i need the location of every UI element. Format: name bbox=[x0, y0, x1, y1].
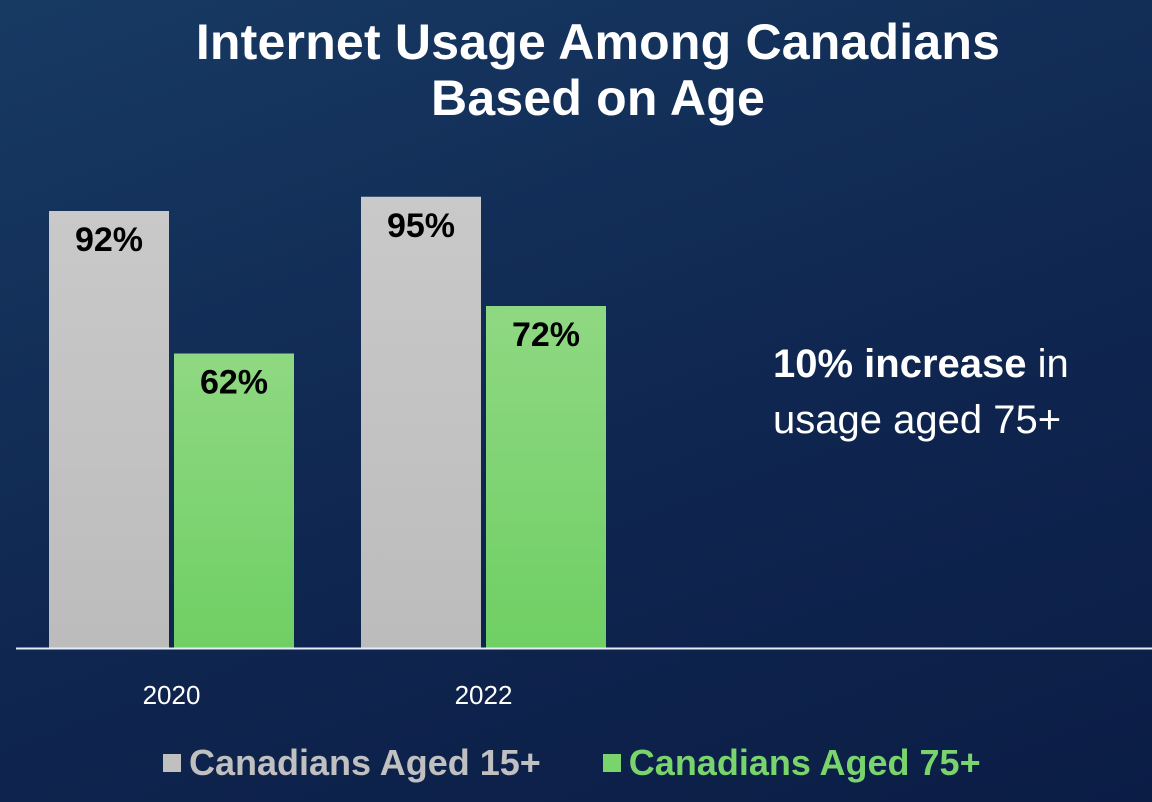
annotation-line-2: usage aged 75+ bbox=[773, 398, 1062, 442]
bar-aged-75-2022 bbox=[486, 306, 606, 648]
chart-title: Internet Usage Among Canadians Based on … bbox=[0, 14, 1152, 126]
annotation-text: 10% increase in usage aged 75+ bbox=[773, 336, 1069, 448]
bar-aged-75-2020 bbox=[174, 353, 294, 648]
bar-aged-15-2022 bbox=[361, 196, 481, 648]
data-label-aged-15-2020: 92% bbox=[75, 221, 143, 259]
legend: Canadians Aged 15+ Canadians Aged 75+ bbox=[163, 738, 981, 788]
legend-item-series-2: Canadians Aged 75+ bbox=[602, 742, 981, 784]
data-label-aged-15-2022: 95% bbox=[387, 207, 455, 245]
data-label-aged-75-2020: 62% bbox=[200, 364, 268, 402]
data-label-aged-75-2022: 72% bbox=[512, 316, 580, 354]
annotation-bold: 10% increase bbox=[773, 342, 1027, 386]
bar-aged-15-2020 bbox=[49, 211, 169, 648]
legend-label-series-1: Canadians Aged 15+ bbox=[189, 742, 541, 783]
legend-item-series-1: Canadians Aged 15+ bbox=[163, 742, 541, 784]
x-tick-label-2020: 2020 bbox=[143, 680, 201, 710]
legend-label-series-2: Canadians Aged 75+ bbox=[628, 742, 981, 783]
legend-swatch-series-2 bbox=[602, 754, 621, 772]
chart-title-line-1: Internet Usage Among Canadians bbox=[195, 14, 1001, 70]
x-tick-label-2022: 2022 bbox=[455, 680, 513, 710]
chart-title-line-2: Based on Age bbox=[431, 70, 765, 126]
annotation-rest: in bbox=[1026, 342, 1069, 386]
legend-swatch-series-1 bbox=[163, 754, 181, 772]
